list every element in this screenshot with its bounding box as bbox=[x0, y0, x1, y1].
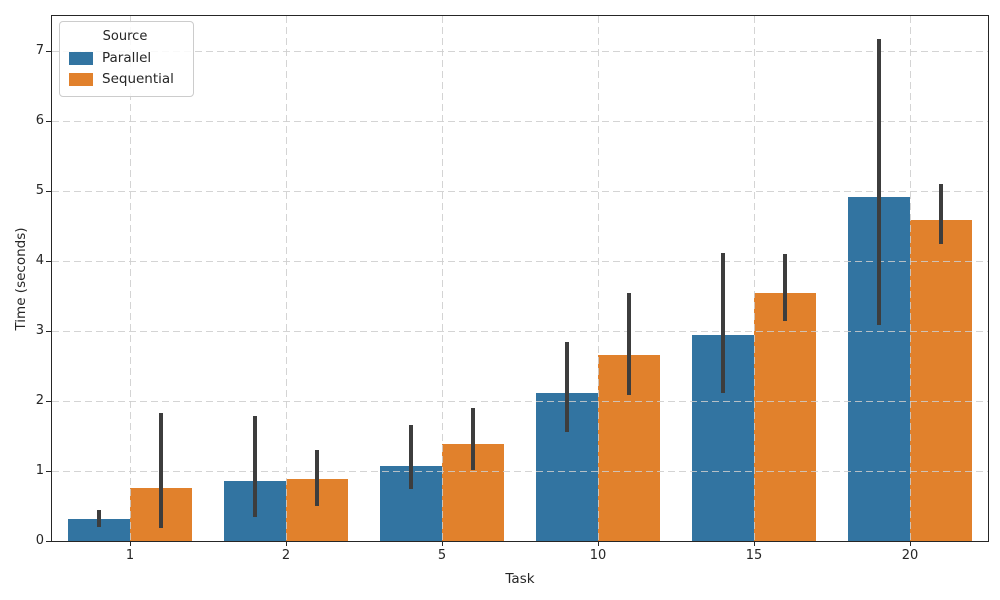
error-bar-sequential-task-5 bbox=[471, 408, 476, 471]
x-tick bbox=[129, 542, 131, 546]
error-bar-sequential-task-1 bbox=[159, 412, 164, 528]
x-tick bbox=[285, 542, 287, 546]
gridline-horizontal bbox=[52, 400, 988, 402]
y-tick bbox=[46, 120, 51, 122]
y-tick bbox=[46, 470, 51, 472]
error-bar-parallel-task-2 bbox=[252, 415, 257, 518]
x-tick-label: 5 bbox=[437, 548, 447, 563]
x-tick-label: 20 bbox=[901, 548, 919, 563]
x-tick-label: 10 bbox=[589, 548, 607, 563]
x-tick-label: 15 bbox=[745, 548, 763, 563]
legend-item-parallel: Parallel bbox=[69, 50, 181, 66]
gridline-horizontal bbox=[52, 190, 988, 192]
x-tick-label: 2 bbox=[281, 548, 291, 563]
gridline-horizontal bbox=[52, 260, 988, 262]
y-tick-label: 5 bbox=[35, 183, 44, 198]
gridline-vertical bbox=[753, 16, 755, 541]
x-axis-label: Task bbox=[505, 571, 535, 587]
error-bar-parallel-task-5 bbox=[408, 424, 413, 490]
y-tick bbox=[46, 260, 51, 262]
gridline-vertical bbox=[909, 16, 911, 541]
error-bar-parallel-task-20 bbox=[876, 39, 881, 325]
gridline-vertical bbox=[441, 16, 443, 541]
error-bar-parallel-task-1 bbox=[96, 510, 101, 527]
error-bar-sequential-task-10 bbox=[627, 292, 632, 396]
legend-swatch-sequential bbox=[69, 72, 93, 86]
bar-sequential-task-20 bbox=[910, 219, 973, 541]
x-tick bbox=[753, 542, 755, 546]
y-tick bbox=[46, 190, 51, 192]
error-bar-parallel-task-10 bbox=[564, 342, 569, 432]
bar-parallel-task-1 bbox=[67, 518, 130, 541]
gridline-horizontal bbox=[52, 120, 988, 122]
x-tick bbox=[909, 542, 911, 546]
legend-items: Parallel Sequential bbox=[69, 50, 181, 87]
gridline-horizontal bbox=[52, 50, 988, 52]
legend-item-label: Sequential bbox=[102, 71, 174, 87]
error-bar-sequential-task-20 bbox=[939, 184, 944, 245]
y-tick bbox=[46, 330, 51, 332]
legend-item-label: Parallel bbox=[102, 50, 152, 66]
y-axis-label: Time (seconds) bbox=[13, 226, 29, 331]
y-tick bbox=[46, 50, 51, 52]
x-tick bbox=[441, 542, 443, 546]
y-tick-label: 4 bbox=[35, 253, 44, 268]
y-tick bbox=[46, 540, 51, 542]
gridline-horizontal bbox=[52, 470, 988, 472]
y-tick bbox=[46, 400, 51, 402]
error-bar-sequential-task-15 bbox=[783, 254, 788, 321]
gridline-horizontal bbox=[52, 330, 988, 332]
error-bar-parallel-task-15 bbox=[720, 253, 725, 393]
legend-item-sequential: Sequential bbox=[69, 71, 181, 87]
legend-swatch-parallel bbox=[69, 51, 93, 65]
gridline-vertical bbox=[129, 16, 131, 541]
gridline-vertical bbox=[285, 16, 287, 541]
y-tick-label: 2 bbox=[35, 393, 44, 408]
y-tick-label: 7 bbox=[35, 43, 44, 58]
y-tick-label: 1 bbox=[35, 463, 44, 478]
gridline-vertical bbox=[597, 16, 599, 541]
y-tick-label: 6 bbox=[35, 113, 44, 128]
y-tick-label: 0 bbox=[35, 533, 44, 548]
legend: Source Parallel Sequential bbox=[59, 21, 194, 97]
bar-sequential-task-15 bbox=[754, 293, 817, 541]
x-tick bbox=[597, 542, 599, 546]
y-tick-label: 3 bbox=[35, 323, 44, 338]
x-tick-label: 1 bbox=[125, 548, 135, 563]
legend-title: Source bbox=[102, 29, 148, 44]
error-bar-sequential-task-2 bbox=[315, 450, 320, 506]
